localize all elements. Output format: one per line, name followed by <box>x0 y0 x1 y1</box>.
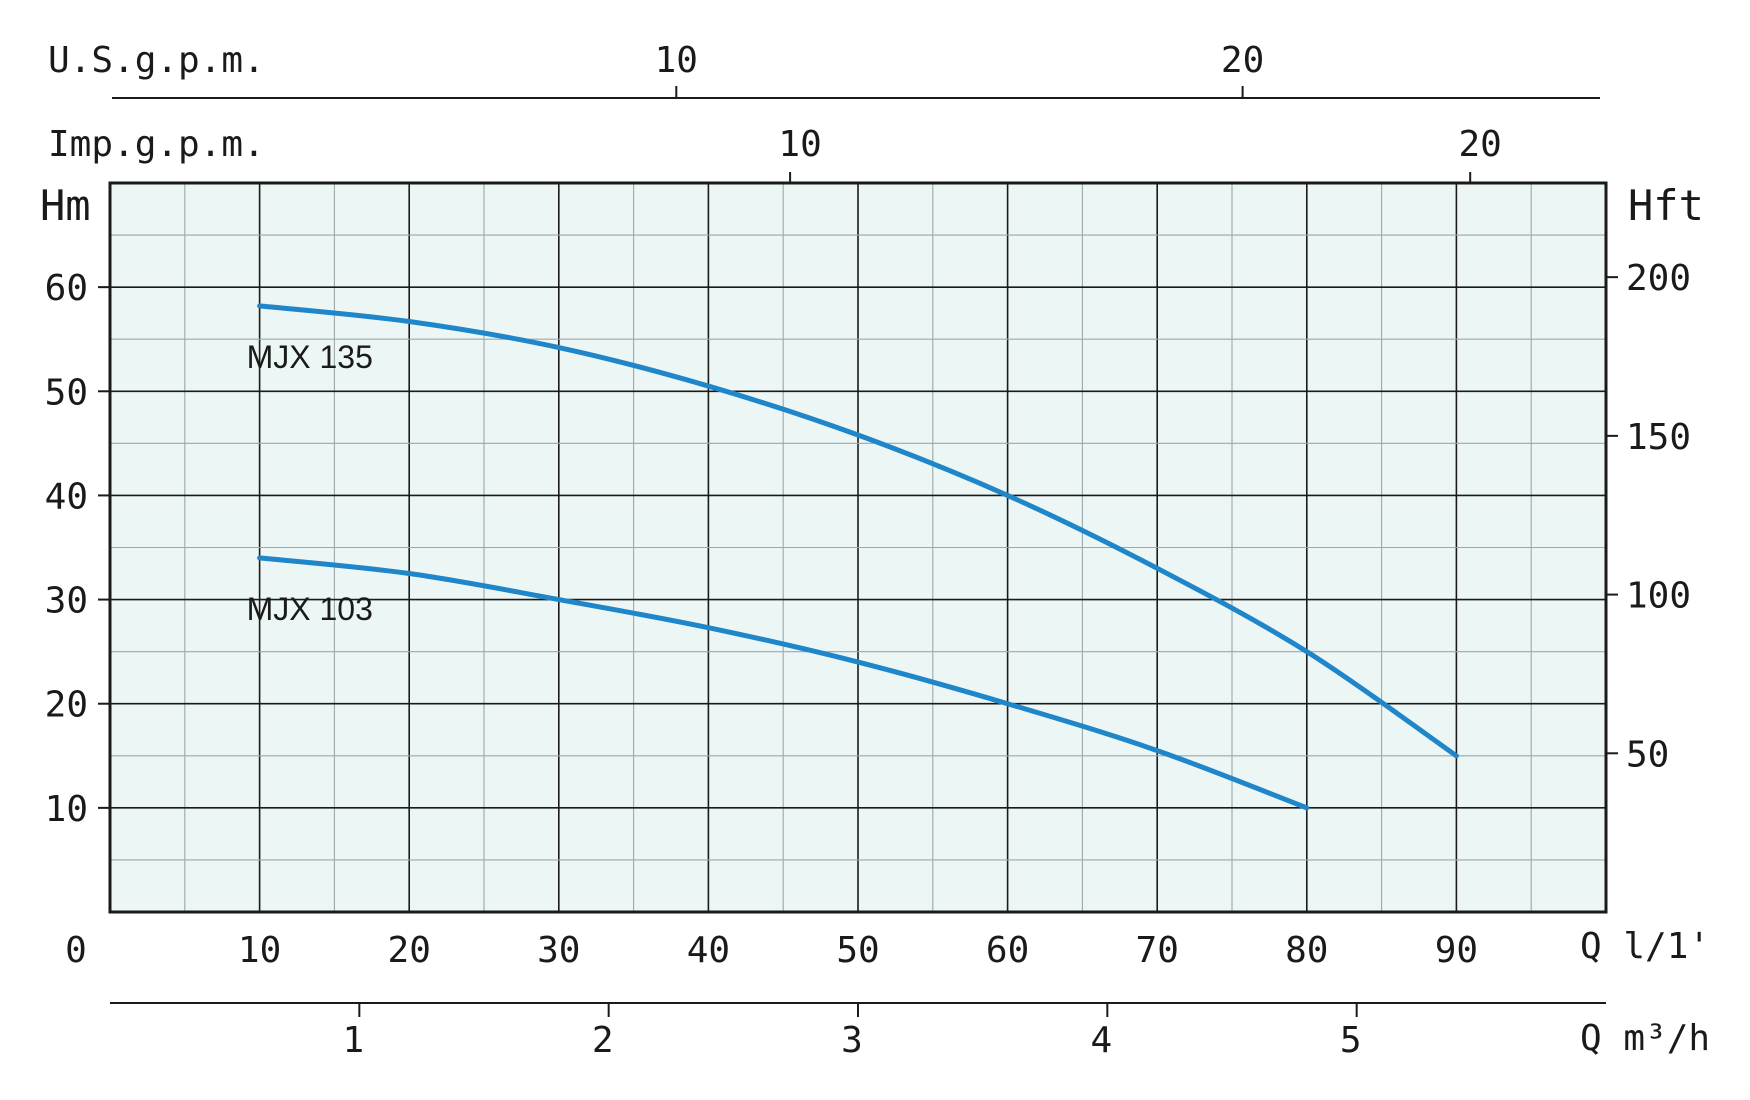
x-tick-label: 0 <box>65 930 87 971</box>
series-label: MJX 135 <box>247 339 373 375</box>
us-gpm-tick-label: 10 <box>655 40 698 81</box>
x-tick-label: 50 <box>836 930 879 971</box>
right-tick-label: 200 <box>1626 258 1691 299</box>
x-tick-label: 60 <box>986 930 1029 971</box>
m3h-axis-title: Q m³/h <box>1580 1018 1710 1059</box>
plot-frame <box>108 181 1608 914</box>
right-axis-title: Hft <box>1628 181 1704 230</box>
left-tick-label: 50 <box>45 372 88 413</box>
x-tick-label: 40 <box>687 930 730 971</box>
left-tick-label: 10 <box>45 789 88 830</box>
x-tick-label: 70 <box>1136 930 1179 971</box>
curve-line-mjx-135 <box>257 303 1459 759</box>
grid-lines <box>110 183 1606 912</box>
m3h-tick-label: 4 <box>1090 1020 1112 1061</box>
left-tick-label: 30 <box>45 581 88 622</box>
us-gpm-tick-label: 20 <box>1221 40 1264 81</box>
x-tick-label: 20 <box>388 930 431 971</box>
axis-labels: 10 20 30 40 50 60 Hm 50 100 150 200 Hft 0 10 20 30 40 50 6… <box>40 181 1710 971</box>
imp-gpm-tick-label: 20 <box>1459 124 1502 165</box>
bottom-flow-axes: 1 2 3 4 5 Q m³/h <box>110 1002 1710 1061</box>
x-tick-label: 80 <box>1285 930 1328 971</box>
m3h-tick-label: 3 <box>841 1020 863 1061</box>
us-gpm-axis-title: U.S.g.p.m. <box>48 40 265 81</box>
m3h-tick-label: 2 <box>592 1020 614 1061</box>
x-tick-label: 90 <box>1435 930 1478 971</box>
x-tick-label: 10 <box>238 930 281 971</box>
performance-curves: MJX 135 MJX 103 <box>247 303 1459 811</box>
imp-gpm-axis-title: Imp.g.p.m. <box>48 124 265 165</box>
x-tick-label: 30 <box>537 930 580 971</box>
left-tick-label: 20 <box>45 685 88 726</box>
right-tick-label: 50 <box>1626 734 1669 775</box>
left-tick-label: 40 <box>45 476 88 517</box>
left-axis-title: Hm <box>40 181 91 230</box>
m3h-tick-label: 1 <box>342 1020 364 1061</box>
right-tick-label: 150 <box>1626 417 1691 458</box>
m3h-tick-label: 5 <box>1340 1020 1362 1061</box>
right-tick-label: 100 <box>1626 576 1691 617</box>
left-tick-label: 60 <box>45 268 88 309</box>
curve-line-mjx-103 <box>257 555 1310 811</box>
top-flow-axes: 10 20 U.S.g.p.m. 10 20 Imp.g.p.m. <box>48 40 1600 183</box>
x-axis-title: Q l/1' <box>1580 926 1710 967</box>
series-label: MJX 103 <box>247 591 373 627</box>
imp-gpm-tick-label: 10 <box>778 124 821 165</box>
